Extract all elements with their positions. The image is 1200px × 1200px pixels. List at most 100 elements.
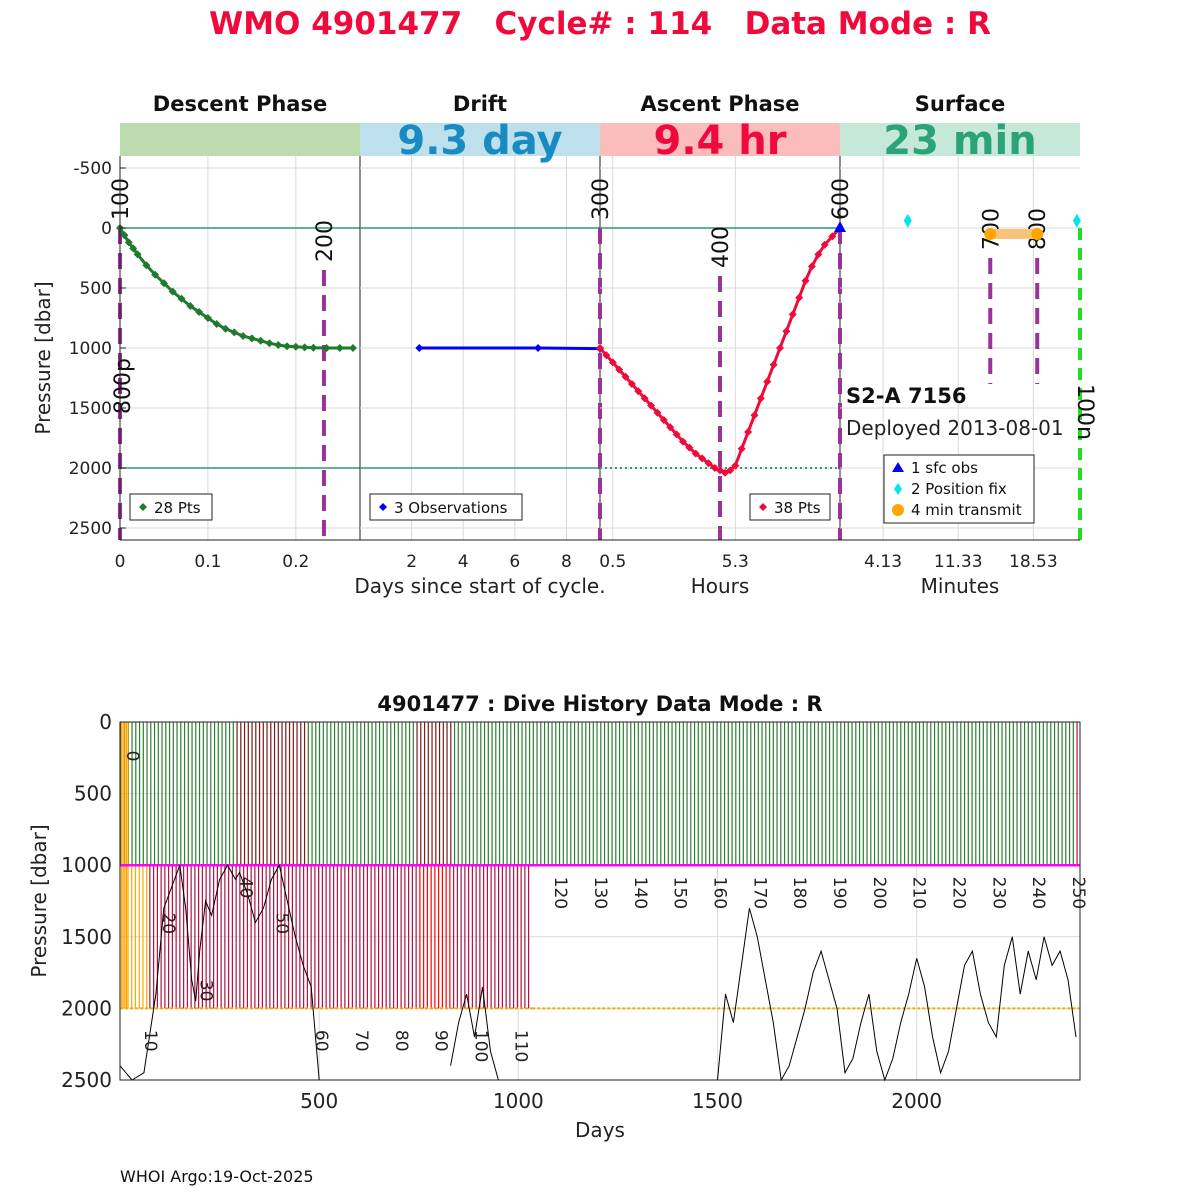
- cycle-number-label: 50: [271, 912, 291, 934]
- cycle-number-label: 170: [749, 877, 769, 909]
- cycle-number-label: 120: [550, 877, 570, 909]
- x-axis-label: Days: [575, 1118, 625, 1142]
- cycle-number-label: 70: [351, 1030, 371, 1052]
- data-point-descent: [221, 324, 230, 333]
- series-line-drift: [419, 346, 601, 351]
- x-tick-label: 5.3: [722, 552, 749, 572]
- y-tick-label: 500: [74, 782, 112, 806]
- legend-marker: [759, 503, 767, 511]
- cycle-phase-chart: Descent Phase 0 0.1 0.2 100 200 28 Pts 800p Drif…: [31, 92, 1097, 598]
- y-tick-label: 1500: [61, 925, 112, 949]
- panel-header-ascent: Ascent Phase: [641, 92, 800, 116]
- band-duration-drift: 9.3 day: [397, 118, 562, 164]
- panel-header-drift: Drift: [453, 92, 507, 116]
- data-point-descent: [300, 343, 309, 352]
- phase-band-surface: [840, 123, 1080, 156]
- cycle-number-label: 140: [630, 877, 650, 909]
- transmit-endpoint: [984, 228, 997, 240]
- legend-label: 3 Observations: [394, 499, 508, 517]
- data-point-ascent: [608, 358, 617, 367]
- data-point-ascent: [820, 240, 829, 249]
- legend-box: [883, 454, 1035, 524]
- dive-history-title: 4901477 : Dive History Data Mode : R: [377, 692, 822, 716]
- data-point-ascent: [828, 232, 837, 241]
- data-point-ascent: [801, 276, 810, 285]
- cycle-number-label: 160: [710, 877, 730, 909]
- data-point-descent: [120, 231, 129, 240]
- y-tick-label: 0: [101, 219, 112, 239]
- cycle-number-label: 150: [670, 877, 690, 909]
- depth-trace: [450, 908, 1077, 1082]
- cycle-number-label: 220: [949, 877, 969, 909]
- band-duration-surface: 23 min: [883, 118, 1036, 164]
- data-point-ascent: [653, 408, 662, 417]
- position-fix-marker: [903, 213, 912, 228]
- y-tick-label: 1000: [69, 339, 112, 359]
- cycle-number-label: 210: [909, 877, 929, 909]
- position-fix-marker: [1072, 213, 1081, 228]
- data-point-ascent: [672, 430, 681, 439]
- cycle-marker-label: 400: [709, 226, 734, 268]
- legend-marker: [139, 503, 147, 511]
- cycle-number-label: 250: [1068, 877, 1088, 909]
- x-tick-label: 2000: [891, 1089, 942, 1113]
- data-point-ascent: [621, 372, 630, 381]
- data-point-descent: [239, 332, 248, 340]
- depth-trace: [119, 863, 320, 1081]
- data-point-ascent: [634, 387, 643, 396]
- legend-surface: 1 sfc obs 2 Position fix 4 min transmit: [883, 454, 1035, 524]
- data-point-ascent: [726, 466, 735, 475]
- x-tick-label: 1500: [692, 1089, 743, 1113]
- data-point-drift: [534, 344, 543, 352]
- dive-history-chart: 4901477 : Dive History Data Mode : R 0 10 2…: [27, 692, 1088, 1142]
- data-point-ascent: [647, 401, 656, 410]
- legend-label: 28 Pts: [154, 499, 201, 517]
- y-tick-label: -500: [73, 159, 112, 179]
- phase-band-ascent: [600, 123, 840, 156]
- data-point-ascent: [807, 262, 816, 271]
- legend-descent: 28 Pts: [129, 493, 213, 521]
- data-point-descent: [274, 341, 283, 349]
- float-model-label: S2-A 7156: [846, 384, 966, 408]
- cycle-marker-label: 200: [313, 220, 338, 262]
- band-duration-ascent: 9.4 hr: [654, 118, 787, 164]
- data-point-descent: [348, 344, 357, 352]
- cycle-number-label: 90: [431, 1030, 451, 1052]
- data-point-ascent: [769, 360, 778, 369]
- x-axis-label-minutes: Minutes: [921, 574, 1000, 598]
- cycle-number-label: 190: [829, 877, 849, 909]
- data-point-ascent: [602, 351, 611, 360]
- deployment-date-label: Deployed 2013-08-01: [846, 416, 1064, 440]
- data-point-descent: [168, 287, 177, 296]
- y-tick-label: 1500: [69, 399, 112, 419]
- legend-box: [369, 493, 523, 521]
- plot-frame: [119, 721, 1081, 1081]
- legend-marker-diamond: [894, 483, 902, 495]
- legend-marker: [379, 503, 387, 511]
- data-point-descent: [129, 244, 138, 253]
- x-axis-label-hours: Hours: [691, 574, 750, 598]
- data-point-ascent: [627, 380, 636, 388]
- data-point-descent: [265, 339, 274, 348]
- y-tick-label: 2000: [69, 459, 112, 479]
- legend-label: 2 Position fix: [911, 480, 1007, 498]
- x-tick-label: 4.13: [864, 552, 902, 572]
- data-point-descent: [133, 250, 142, 259]
- data-point-descent: [203, 314, 212, 322]
- data-point-ascent: [678, 437, 687, 446]
- x-tick-label: 500: [300, 1089, 338, 1113]
- data-point-ascent: [776, 344, 784, 352]
- y-tick-label: 2000: [61, 996, 112, 1020]
- data-point-drift: [415, 344, 424, 352]
- y-axis-label: Pressure [dbar]: [31, 281, 55, 434]
- x-tick-label: 0.5: [599, 552, 626, 572]
- data-point-ascent: [756, 394, 765, 403]
- cycle-marker-label: 100: [109, 178, 134, 220]
- data-point-descent: [335, 344, 344, 352]
- data-point-ascent: [691, 449, 700, 458]
- panel-descent: Descent Phase 0 0.1 0.2 100 200 28 Pts 800p: [109, 92, 361, 572]
